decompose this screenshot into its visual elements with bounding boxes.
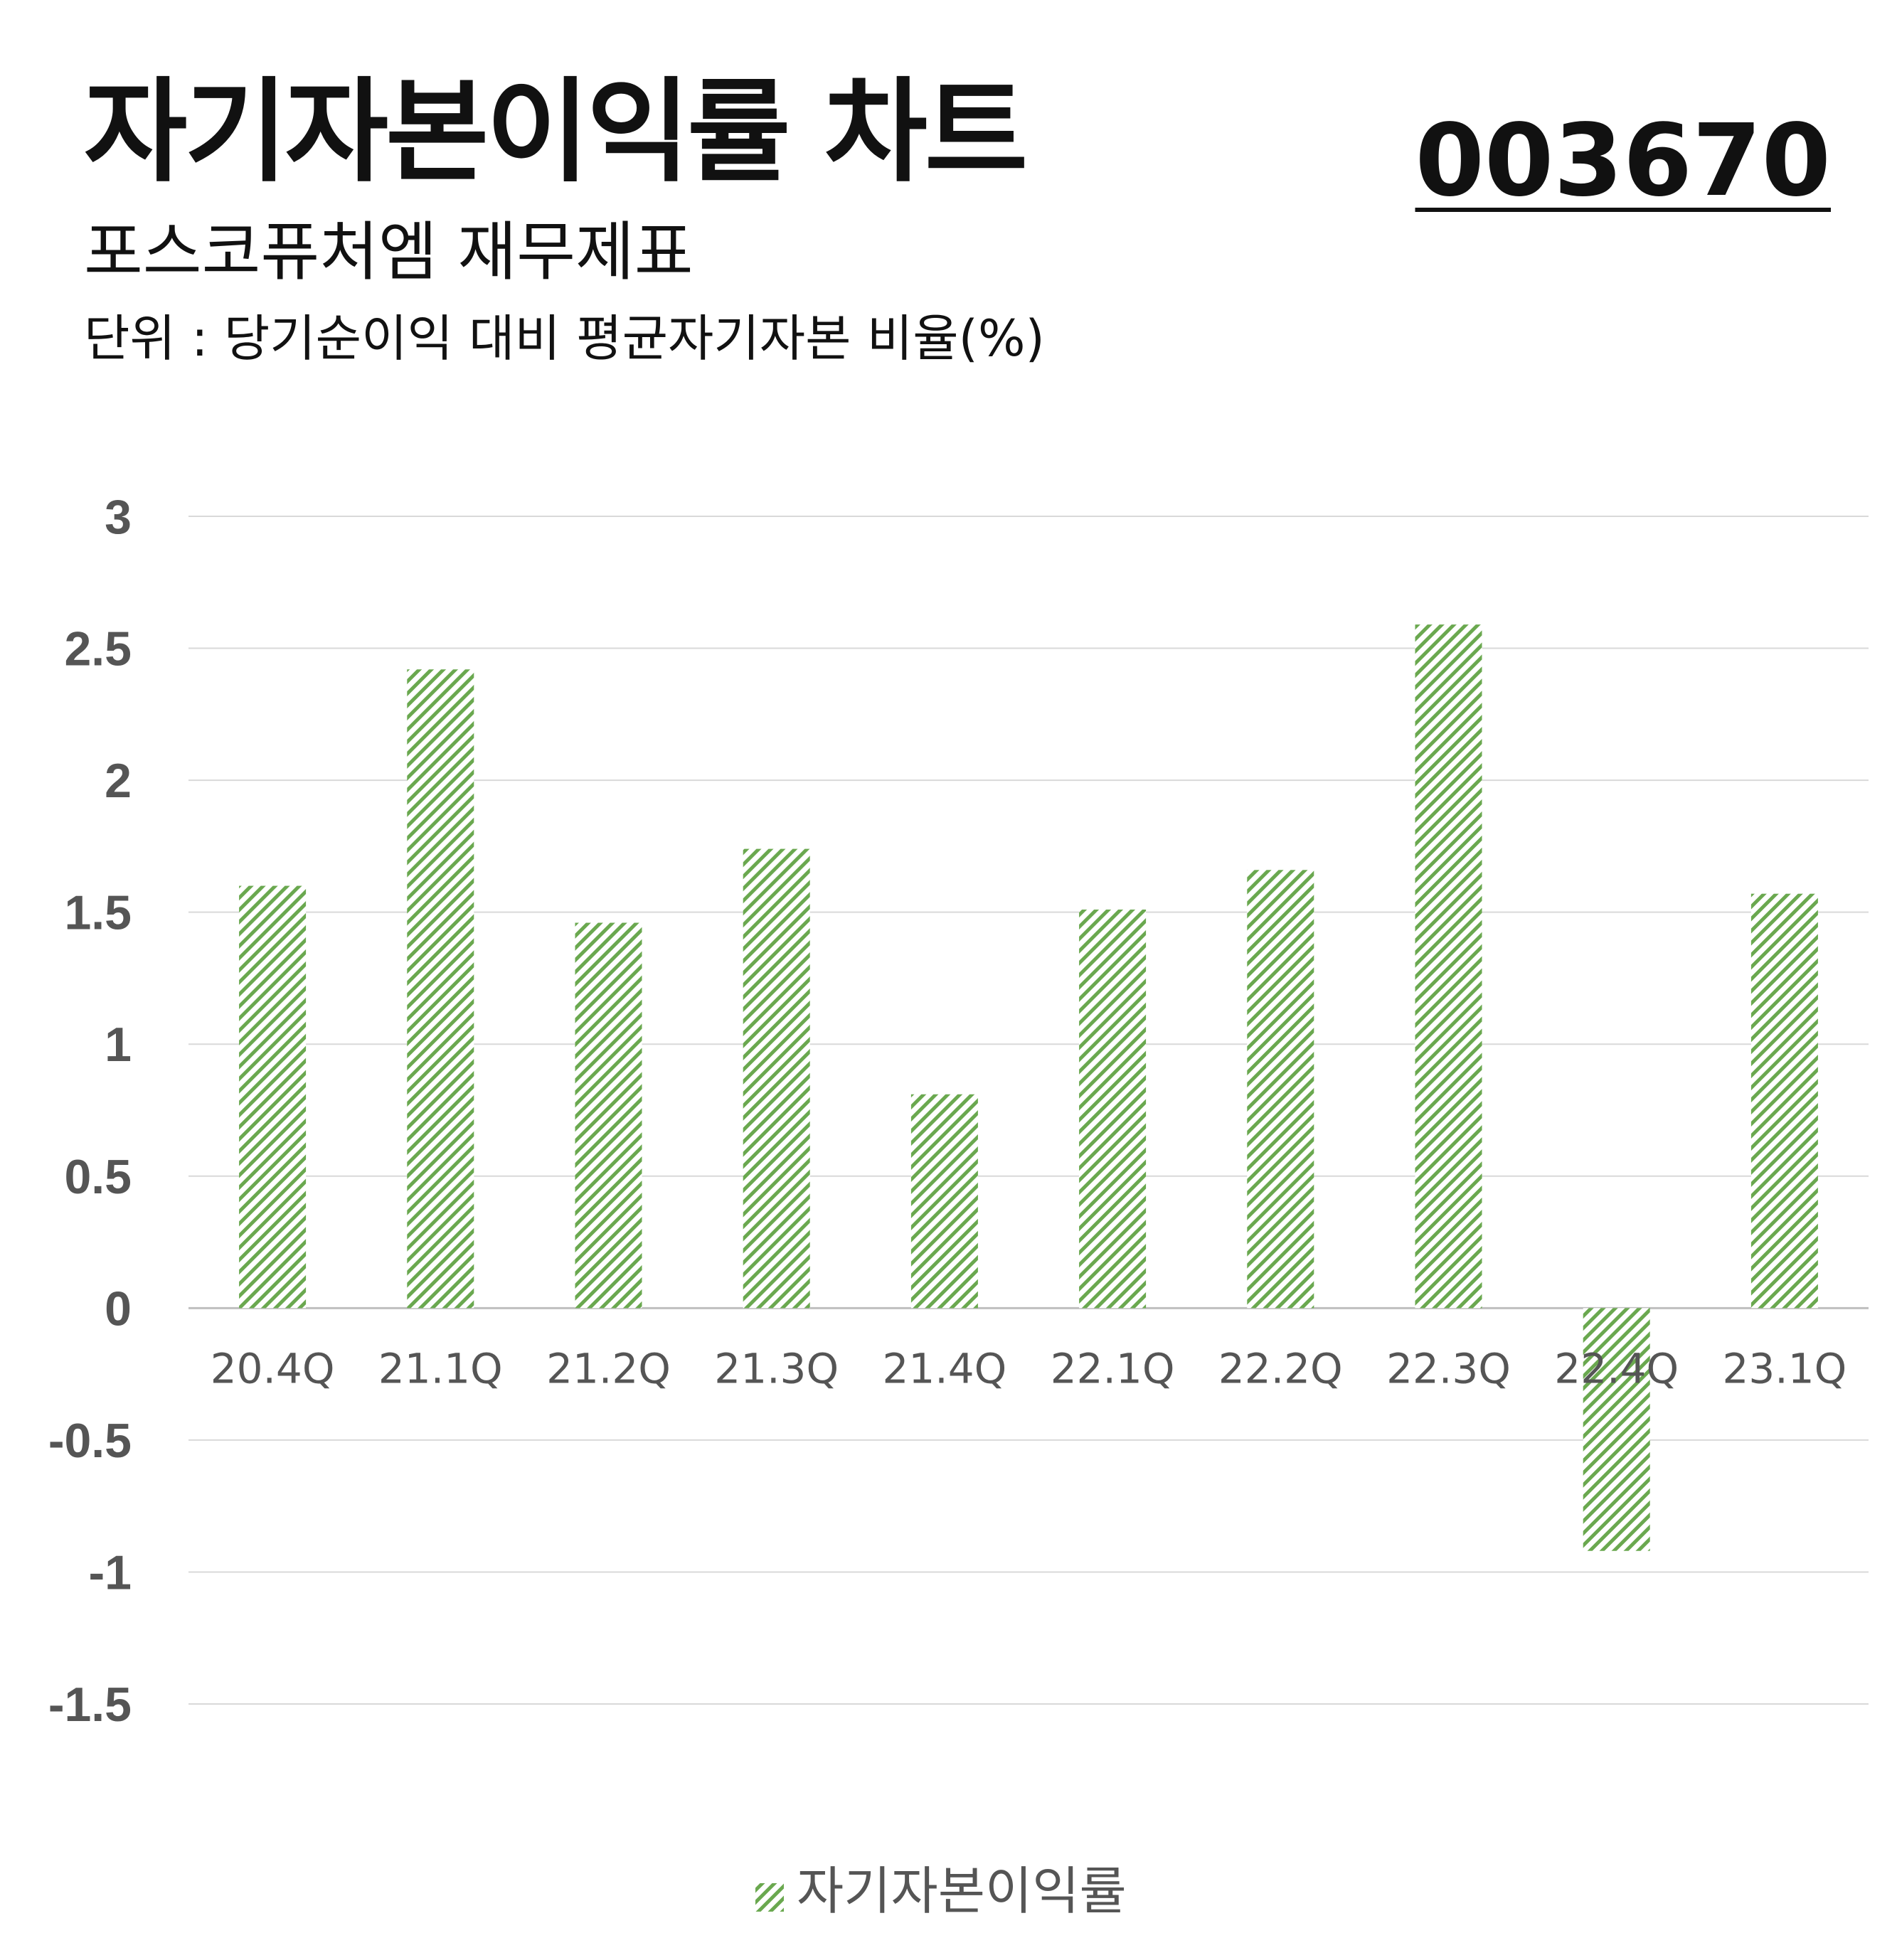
bar-21.4Q (910, 1094, 978, 1309)
x-tick-label: 22.4Q (1554, 1344, 1679, 1392)
x-tick-label: 21.3Q (714, 1344, 839, 1392)
y-tick-label: 1.5 (64, 886, 132, 940)
bar-21.2Q (575, 922, 642, 1309)
unit-note: 단위 : 당기순이익 대비 평균자기자본 비율(%) (84, 309, 1045, 368)
y-tick-label: 1 (105, 1018, 132, 1072)
y-axis-ticks: 3 2.5 2 1.5 1 0.5 0 -0.5 -1 -1.5 (48, 490, 132, 1732)
x-tick-label: 20.4Q (211, 1344, 335, 1392)
bar-21.3Q (743, 848, 810, 1309)
y-tick-label: -1.5 (48, 1678, 132, 1732)
bar-22.1Q (1079, 909, 1147, 1309)
y-tick-label: 2 (105, 754, 132, 808)
chart-subtitle: 포스코퓨처엠 재무제표 (84, 215, 694, 289)
bars (239, 624, 1818, 1551)
bar-22.2Q (1247, 870, 1314, 1309)
bar-23.1Q (1750, 893, 1818, 1309)
y-tick-label: 0.5 (64, 1150, 132, 1204)
y-tick-label: 2.5 (64, 622, 132, 676)
x-tick-label: 21.1Q (378, 1344, 503, 1392)
y-tick-label: -1 (89, 1545, 132, 1599)
y-tick-label: 0 (105, 1282, 132, 1336)
x-tick-label: 22.1Q (1051, 1344, 1175, 1392)
x-tick-label: 23.1Q (1723, 1344, 1847, 1392)
stock-code: 003670 (1415, 103, 1831, 219)
y-tick-label: 3 (105, 490, 132, 544)
bar-20.4Q (239, 885, 307, 1309)
x-tick-label: 21.4Q (883, 1344, 1007, 1392)
bar-21.1Q (407, 669, 474, 1309)
legend-label: 자기자본이익률 (797, 1861, 1127, 1921)
x-tick-label: 21.2Q (546, 1344, 671, 1392)
chart-title: 자기자본이익률 차트 (84, 67, 1028, 198)
grid-lines (188, 516, 1869, 1705)
bar-22.4Q (1583, 1308, 1650, 1551)
y-tick-label: -0.5 (48, 1414, 132, 1468)
x-tick-label: 22.3Q (1386, 1344, 1511, 1392)
legend: 자기자본이익률 (755, 1861, 1127, 1921)
legend-swatch (755, 1883, 784, 1912)
x-tick-label: 22.2Q (1218, 1344, 1343, 1392)
bar-22.3Q (1415, 624, 1482, 1309)
x-axis-ticks: 20.4Q 21.1Q 21.2Q 21.3Q 21.4Q 22.1Q 22.2Q 22.3Q… (211, 1344, 1847, 1392)
